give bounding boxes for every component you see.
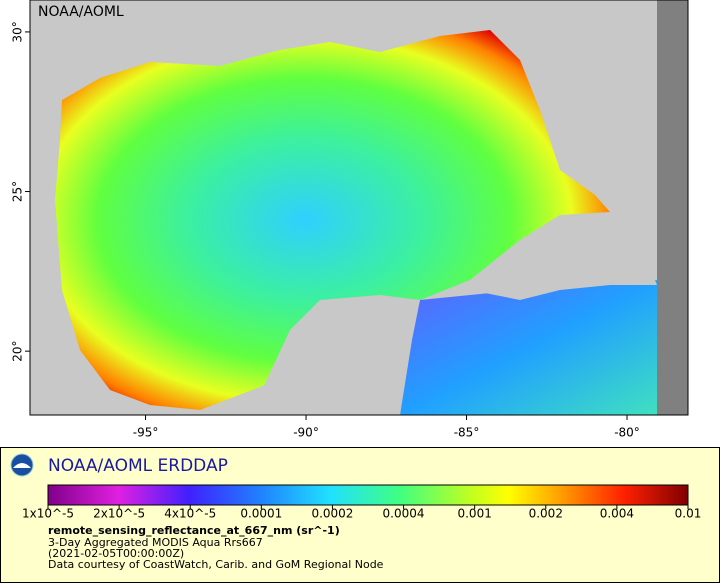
colorbar-tick-label: 0.0004 — [383, 507, 425, 521]
colorbar-tick-label: 0.004 — [600, 507, 634, 521]
y-tick-label: 20° — [11, 341, 25, 362]
noaa-logo-bird — [13, 463, 31, 468]
brand: NOAA/AOML ERDDAP — [48, 456, 228, 476]
colorbar-tick-label: 0.0002 — [311, 507, 353, 521]
x-tick-label: -85° — [454, 426, 480, 440]
colorbar-tick-label: 1x10^-5 — [22, 507, 74, 521]
dataset: 3-Day Aggregated MODIS Aqua Rrs667 — [48, 536, 263, 549]
map-frame — [29, 0, 689, 416]
gulf-water — [55, 30, 610, 410]
time: (2021-02-05T00:00:00Z) — [48, 547, 184, 560]
colorbar — [47, 484, 689, 506]
colorbar-tick-label: 0.0001 — [240, 507, 282, 521]
colorbar-tick-label: 4x10^-5 — [164, 507, 216, 521]
colorbar-tick-label: 0.002 — [529, 507, 563, 521]
credit: Data courtesy of CoastWatch, Carib. and … — [48, 558, 384, 571]
x-tick-label: -95° — [133, 426, 159, 440]
caribbean-water — [400, 280, 657, 415]
no-data-strip — [657, 0, 688, 415]
y-tick-label: 30° — [11, 21, 25, 42]
colorbar-tick-label: 0.001 — [457, 507, 491, 521]
colorbar-tick-label: 0.01 — [675, 507, 702, 521]
x-tick-label: -80° — [614, 426, 640, 440]
cuba — [470, 262, 657, 300]
map-area: NOAA/AOML — [29, 0, 689, 416]
florida — [540, 60, 657, 230]
y-tick-label: 25° — [11, 181, 25, 202]
yucatan — [262, 295, 420, 415]
colorbar-tick-label: 2x10^-5 — [93, 507, 145, 521]
x-tick-label: -90° — [293, 426, 319, 440]
variable: remote_sensing_reflectance_at_667_nm (sr… — [48, 524, 340, 537]
corner-label: NOAA/AOML — [38, 4, 124, 20]
